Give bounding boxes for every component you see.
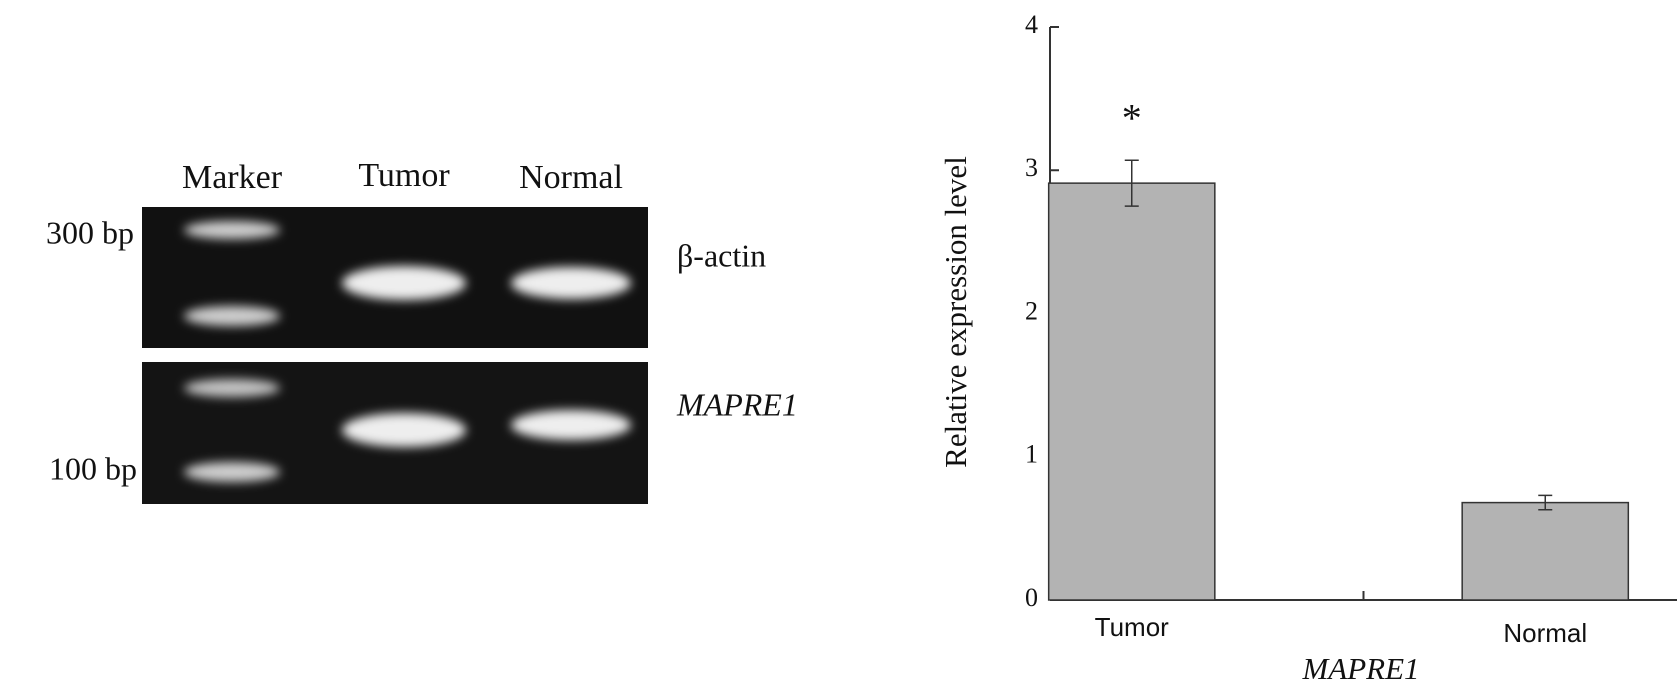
bar xyxy=(1461,501,1630,601)
bands xyxy=(184,221,631,482)
gene-label: β-actin xyxy=(677,237,766,273)
x-tick-label: Normal xyxy=(1503,618,1587,648)
y-tick-label: 0 xyxy=(1025,583,1038,612)
lane-label: Marker xyxy=(182,159,283,196)
x-axis-label: MAPRE1 xyxy=(1301,651,1419,686)
y-tick-label: 1 xyxy=(1025,440,1038,469)
y-tick-label: 2 xyxy=(1025,296,1038,325)
y-axis-label: Relative expression level xyxy=(938,156,973,468)
y-tick-label: 4 xyxy=(1025,10,1038,39)
bar-chart: Relative expression level MAPRE1 0 1 2 3 4 * T… xyxy=(938,10,1677,686)
error-bar xyxy=(1124,159,1139,207)
annotation: * xyxy=(1122,95,1142,140)
size-label: 100 bp xyxy=(49,450,137,486)
lane-label: Normal xyxy=(519,159,623,196)
gel-image: Marker Tumor Normal 300 bp 100 bp β-acti… xyxy=(46,157,798,504)
lane-label: Tumor xyxy=(358,157,450,194)
gene-label: MAPRE1 xyxy=(676,386,798,422)
bar xyxy=(1047,182,1216,601)
x-tick-label: Tumor xyxy=(1095,612,1169,642)
y-tick-label: 3 xyxy=(1025,153,1038,182)
size-label: 300 bp xyxy=(46,214,134,250)
error-bar xyxy=(1538,494,1553,511)
